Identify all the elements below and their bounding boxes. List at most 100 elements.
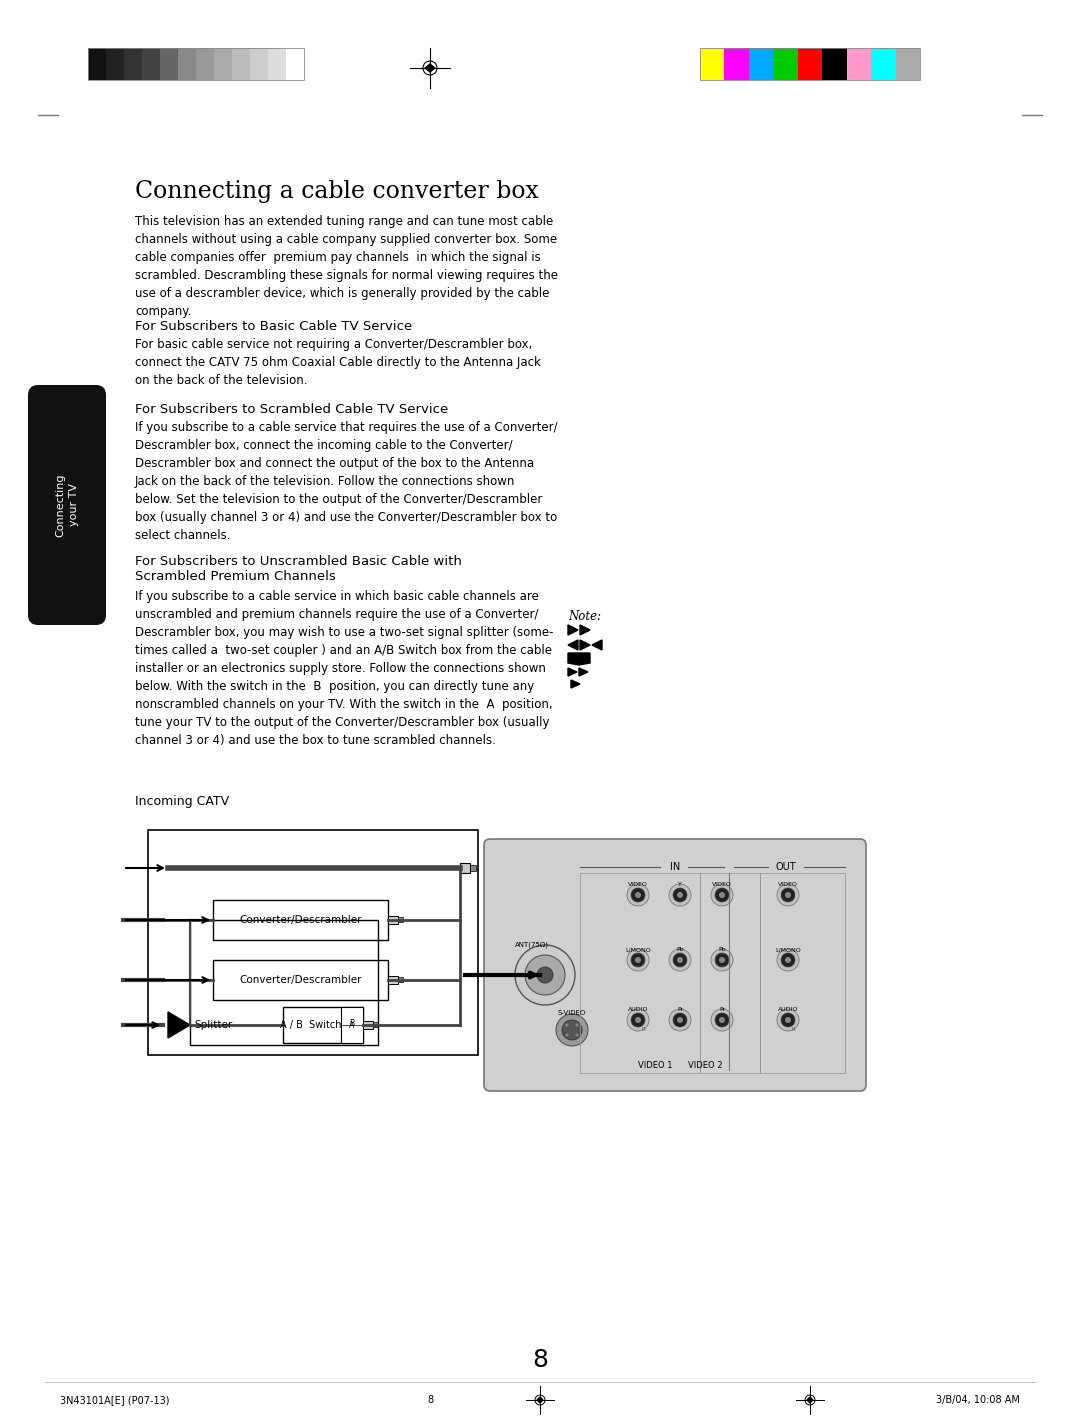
Circle shape — [627, 948, 649, 971]
Circle shape — [673, 1012, 687, 1027]
FancyBboxPatch shape — [484, 838, 866, 1091]
Circle shape — [777, 884, 799, 906]
Text: For basic cable service not requiring a Converter/Descrambler box,
connect the C: For basic cable service not requiring a … — [135, 338, 541, 386]
Circle shape — [785, 893, 791, 898]
Bar — [470, 866, 476, 871]
Text: VIDEO: VIDEO — [712, 883, 732, 887]
Circle shape — [562, 1020, 582, 1040]
Text: Pb: Pb — [676, 947, 684, 953]
Circle shape — [669, 1010, 691, 1031]
Bar — [213, 960, 388, 1000]
Text: Note:: Note: — [568, 610, 602, 623]
Circle shape — [627, 1010, 649, 1031]
Text: VIDEO 1: VIDEO 1 — [638, 1061, 672, 1070]
Text: 8: 8 — [532, 1348, 548, 1372]
Bar — [106, 48, 124, 80]
Circle shape — [525, 955, 565, 995]
Text: Pr: Pr — [719, 1007, 725, 1012]
Bar — [190, 920, 378, 1045]
Text: Pb: Pb — [718, 947, 726, 953]
Circle shape — [576, 1024, 579, 1027]
Bar — [773, 48, 798, 80]
Bar — [141, 48, 160, 80]
Text: For Subscribers to Scrambled Cable TV Service: For Subscribers to Scrambled Cable TV Se… — [135, 404, 448, 416]
Bar — [748, 48, 773, 80]
Bar — [213, 900, 388, 940]
Circle shape — [777, 948, 799, 971]
Circle shape — [677, 893, 683, 898]
Text: AUDIO: AUDIO — [778, 1007, 798, 1012]
Bar — [847, 48, 872, 80]
Circle shape — [719, 957, 725, 963]
Bar — [700, 48, 920, 80]
Polygon shape — [807, 1397, 813, 1403]
Bar — [160, 48, 178, 80]
Circle shape — [711, 1010, 733, 1031]
Text: Connecting a cable converter box: Connecting a cable converter box — [135, 180, 539, 202]
Bar — [388, 975, 399, 984]
Text: VIDEO: VIDEO — [629, 883, 648, 887]
Bar — [363, 1021, 373, 1030]
Circle shape — [715, 953, 729, 967]
Polygon shape — [592, 640, 602, 650]
Text: Incoming CATV: Incoming CATV — [135, 796, 229, 809]
Circle shape — [556, 1014, 588, 1047]
Polygon shape — [580, 625, 590, 635]
Bar — [87, 48, 106, 80]
Bar — [700, 48, 725, 80]
Bar — [178, 48, 195, 80]
Polygon shape — [579, 667, 588, 676]
Bar — [268, 48, 286, 80]
Bar — [195, 48, 214, 80]
Circle shape — [631, 1012, 645, 1027]
Text: OUT: OUT — [775, 861, 796, 873]
Polygon shape — [568, 653, 590, 665]
Text: A: A — [349, 1021, 354, 1031]
Circle shape — [777, 1010, 799, 1031]
Text: If you subscribe to a cable service in which basic cable channels are
unscramble: If you subscribe to a cable service in w… — [135, 590, 554, 747]
Circle shape — [781, 1012, 795, 1027]
Circle shape — [781, 888, 795, 903]
Polygon shape — [568, 667, 577, 676]
Bar — [700, 873, 760, 1072]
Circle shape — [785, 957, 791, 963]
Text: 3/B/04, 10:08 AM: 3/B/04, 10:08 AM — [936, 1395, 1020, 1405]
Polygon shape — [568, 640, 578, 650]
Text: IN: IN — [670, 861, 680, 873]
Bar — [286, 48, 303, 80]
Circle shape — [715, 1012, 729, 1027]
Text: 8: 8 — [427, 1395, 433, 1405]
Text: VIDEO 2: VIDEO 2 — [688, 1061, 723, 1070]
Circle shape — [715, 888, 729, 903]
Polygon shape — [168, 1012, 190, 1038]
Bar — [822, 48, 847, 80]
Circle shape — [576, 1034, 579, 1037]
Text: AUDIO: AUDIO — [627, 1007, 648, 1012]
Circle shape — [711, 948, 733, 971]
Text: For Subscribers to Basic Cable TV Service: For Subscribers to Basic Cable TV Servic… — [135, 319, 413, 334]
Circle shape — [566, 1034, 568, 1037]
Circle shape — [669, 948, 691, 971]
Circle shape — [673, 888, 687, 903]
Bar — [872, 48, 895, 80]
Bar — [399, 917, 403, 923]
Bar — [399, 977, 403, 983]
Text: This television has an extended tuning range and can tune most cable
channels wi: This television has an extended tuning r… — [135, 215, 558, 318]
Circle shape — [677, 957, 683, 963]
Circle shape — [781, 953, 795, 967]
Text: Y: Y — [678, 883, 681, 887]
Circle shape — [635, 1017, 642, 1022]
Text: Connecting
your TV: Connecting your TV — [55, 473, 79, 536]
Circle shape — [719, 1017, 725, 1022]
Polygon shape — [568, 625, 578, 635]
Text: Converter/Descrambler: Converter/Descrambler — [240, 975, 362, 985]
Text: R: R — [642, 1027, 646, 1032]
Bar — [232, 48, 249, 80]
Bar — [148, 830, 478, 1055]
Circle shape — [677, 1017, 683, 1022]
Bar — [87, 48, 303, 80]
Polygon shape — [580, 640, 590, 650]
Text: B: B — [350, 1020, 354, 1028]
Bar — [283, 1007, 363, 1042]
Text: Pr: Pr — [677, 1007, 683, 1012]
